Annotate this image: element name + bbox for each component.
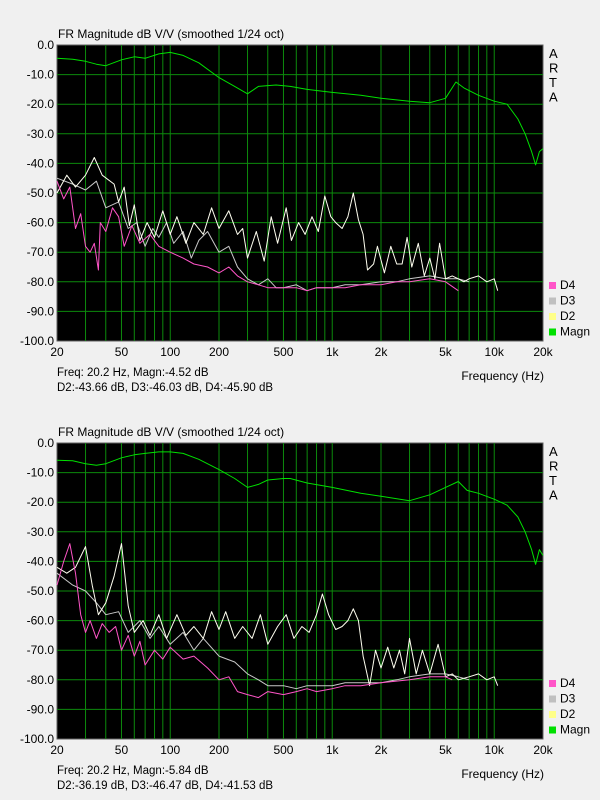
- x-tick-label: 2k: [375, 345, 389, 359]
- x-tick-label: 5k: [439, 743, 453, 757]
- series-line-d4: [56, 181, 459, 292]
- y-tick-label: -80.0: [27, 275, 55, 289]
- fr-magnitude-chart: FR Magnitude dB V/V (smoothed 1/24 oct) …: [20, 27, 590, 383]
- grid: [57, 443, 543, 739]
- y-tick-label: -20.0: [27, 97, 55, 111]
- x-tick-label: 5k: [439, 345, 453, 359]
- x-tick-label: 20: [50, 743, 64, 757]
- x-tick-label: 200: [209, 345, 229, 359]
- x-axis-label: Frequency (Hz): [461, 767, 544, 781]
- y-tick-label: -30.0: [27, 127, 55, 141]
- legend-label: D3: [560, 692, 576, 706]
- y-tick-label: -50.0: [27, 584, 55, 598]
- cursor-readout-distortion: D2:-36.19 dB, D3:-46.47 dB, D4:-41.53 dB: [57, 780, 274, 792]
- x-tick-label: 100: [160, 743, 180, 757]
- x-tick-label: 10k: [485, 743, 505, 757]
- x-tick-label: 500: [273, 743, 293, 757]
- y-tick-label: -90.0: [27, 304, 55, 318]
- legend-swatch-magn: [549, 328, 556, 336]
- x-axis-label: Frequency (Hz): [461, 369, 544, 383]
- y-axis-ticks: 0.0 -10.0 -20.0 -30.0 -40.0 -50.0 -60.0 -70.0 -8…: [20, 38, 54, 348]
- legend-label: D4: [560, 676, 576, 690]
- series-line-d3: [56, 572, 470, 690]
- chart-panel-bottom: FR Magnitude dB V/V (smoothed 1/24 oct) …: [0, 398, 600, 796]
- series-line-magn: [56, 451, 544, 565]
- x-tick-label: 1k: [326, 743, 340, 757]
- brand-letter: R: [549, 459, 558, 474]
- x-tick-label: 200: [209, 743, 229, 757]
- y-tick-label: -50.0: [27, 186, 55, 200]
- series-line-d4: [56, 543, 453, 699]
- chart-panel-top: FR Magnitude dB V/V (smoothed 1/24 oct) …: [0, 0, 600, 398]
- x-tick-label: 100: [160, 345, 180, 359]
- y-tick-label: -90.0: [27, 702, 55, 716]
- legend-swatch-d2: [549, 313, 556, 320]
- cursor-readout-freq: Freq: 20.2 Hz, Magn:-5.84 dB: [57, 765, 209, 777]
- legend-label: D4: [560, 278, 576, 292]
- chart-title: FR Magnitude dB V/V (smoothed 1/24 oct): [58, 27, 284, 41]
- legend-swatch-d4: [549, 282, 556, 289]
- chart-title: FR Magnitude dB V/V (smoothed 1/24 oct): [58, 425, 284, 439]
- cursor-readout-freq: Freq: 20.2 Hz, Magn:-4.52 dB: [57, 367, 209, 379]
- y-axis-ticks: 0.0 -10.0 -20.0 -30.0 -40.0 -50.0 -60.0 -70.0 -8…: [20, 436, 54, 746]
- y-tick-label: -10.0: [27, 466, 55, 480]
- y-tick-label: 0.0: [37, 436, 54, 450]
- legend-label: D3: [560, 294, 576, 308]
- series-group: [56, 51, 544, 292]
- legend-swatch-magn: [549, 726, 556, 734]
- series-line-magn: [56, 51, 544, 166]
- fr-magnitude-chart: FR Magnitude dB V/V (smoothed 1/24 oct) …: [20, 425, 590, 781]
- x-tick-label: 50: [115, 743, 129, 757]
- y-tick-label: -100.0: [20, 334, 54, 348]
- cursor-readout-distortion: D2:-43.66 dB, D3:-46.03 dB, D4:-45.90 dB: [57, 382, 274, 394]
- brand-letter: A: [549, 444, 558, 459]
- series-line-d2: [56, 543, 499, 687]
- x-tick-label: 20k: [533, 743, 553, 757]
- brand-letter: A: [549, 46, 558, 61]
- y-tick-label: -70.0: [27, 643, 55, 657]
- y-tick-label: -40.0: [27, 554, 55, 568]
- y-tick-label: -40.0: [27, 156, 55, 170]
- legend-label: D2: [560, 309, 576, 323]
- y-tick-label: -20.0: [27, 495, 55, 509]
- x-tick-label: 2k: [375, 743, 389, 757]
- brand-letter: T: [549, 473, 557, 488]
- x-tick-label: 500: [273, 345, 293, 359]
- series-line-d2: [56, 157, 499, 291]
- y-tick-label: -30.0: [27, 525, 55, 539]
- x-tick-label: 10k: [485, 345, 505, 359]
- x-axis-ticks: 20 50 100 200 500 1k 2k 5k 10k 20k: [50, 345, 553, 359]
- y-tick-label: -60.0: [27, 614, 55, 628]
- grid: [57, 45, 543, 341]
- legend-label: Magn: [560, 325, 590, 339]
- brand-letter: R: [549, 61, 558, 76]
- y-tick-label: -60.0: [27, 216, 55, 230]
- legend-swatch-d4: [549, 680, 556, 687]
- x-axis-ticks: 20 50 100 200 500 1k 2k 5k 10k 20k: [50, 743, 553, 757]
- y-tick-label: -10.0: [27, 68, 55, 82]
- series-group: [56, 451, 544, 699]
- brand-letter: T: [549, 75, 557, 90]
- y-tick-label: -70.0: [27, 245, 55, 259]
- legend-label: Magn: [560, 723, 590, 737]
- legend-label: D2: [560, 707, 576, 721]
- y-tick-label: -80.0: [27, 673, 55, 687]
- series-line-d3: [56, 177, 470, 292]
- legend-swatch-d2: [549, 711, 556, 718]
- legend-swatch-d3: [549, 695, 556, 703]
- x-tick-label: 1k: [326, 345, 340, 359]
- x-tick-label: 50: [115, 345, 129, 359]
- y-tick-label: 0.0: [37, 38, 54, 52]
- brand-letter: A: [549, 488, 558, 503]
- x-tick-label: 20k: [533, 345, 553, 359]
- y-tick-label: -100.0: [20, 732, 54, 746]
- brand-letter: A: [549, 90, 558, 105]
- x-tick-label: 20: [50, 345, 64, 359]
- legend-swatch-d3: [549, 297, 556, 305]
